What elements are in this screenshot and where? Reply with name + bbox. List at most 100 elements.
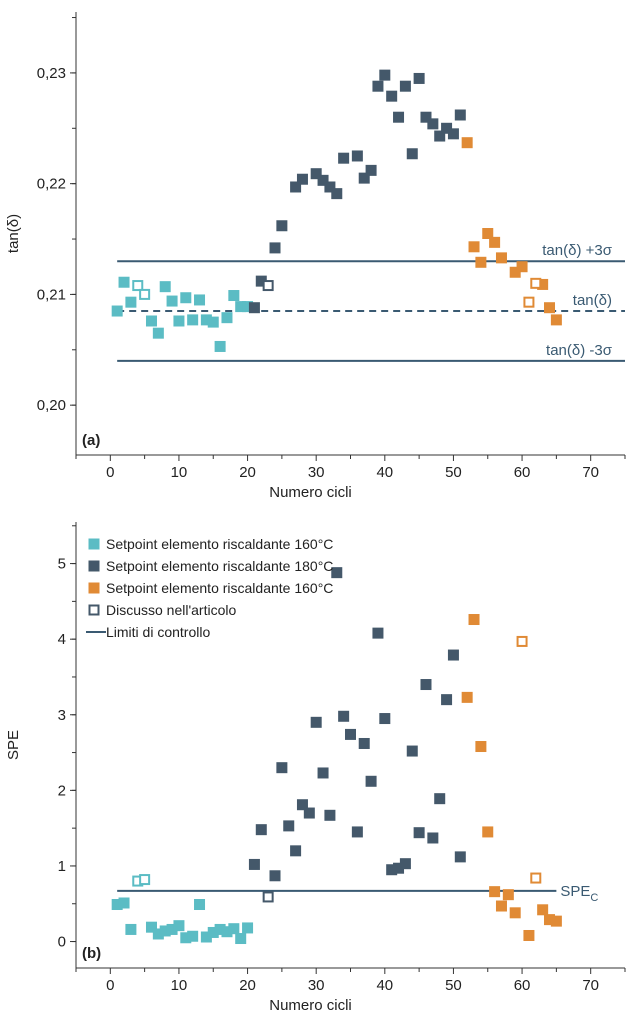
data-point (331, 188, 343, 200)
x-tick-label: 70 (582, 977, 599, 994)
data-point-open (530, 277, 542, 289)
chart-panel-b: 0 10 20 30 40 50 60 70 0 1 2 3 4 5 Numero cicli SPE (b) S… (5, 522, 626, 1014)
data-point (393, 111, 405, 123)
data-point (111, 305, 123, 317)
data-point (118, 276, 130, 288)
data-point (303, 807, 315, 819)
data-point (495, 252, 507, 264)
x-tick-label: 30 (308, 977, 325, 994)
data-point (544, 302, 556, 314)
data-point (207, 926, 219, 938)
data-point (255, 824, 267, 836)
data-point (447, 128, 459, 140)
control-limit-label: SPEC (560, 883, 598, 904)
data-point (461, 137, 473, 149)
control-limit-label-sub: C (590, 892, 598, 904)
data-point-open (139, 874, 151, 886)
data-point (200, 931, 212, 943)
x-tick-label: 10 (171, 977, 188, 994)
chart-panel-a: 0 10 20 30 40 50 60 70 0,20 0,21 0,22 0,23 Numero ci… (5, 12, 626, 501)
data-point (434, 793, 446, 805)
y-axis-label: tan(δ) (5, 214, 22, 253)
data-point (221, 312, 233, 324)
control-limit-label: tan(δ) (573, 292, 612, 309)
data-point (351, 826, 363, 838)
data-point (358, 737, 370, 749)
x-tick-label: 50 (445, 464, 462, 481)
legend-swatch (88, 582, 100, 594)
legend-label: Setpoint elemento riscaldante 180°C (106, 558, 333, 574)
data-point (468, 614, 480, 626)
x-axis-label: Numero cicli (269, 484, 352, 501)
data-point-open (262, 891, 274, 903)
data-point (296, 173, 308, 185)
data-point (345, 728, 356, 740)
data-point (276, 762, 288, 774)
data-point (310, 716, 322, 728)
data-point (255, 275, 267, 287)
control-limit-label-main: SPE (560, 883, 590, 900)
data-point (214, 923, 226, 935)
x-tick-label: 50 (445, 977, 462, 994)
x-tick-label: 60 (514, 464, 531, 481)
data-point (427, 118, 439, 130)
data-point (550, 314, 562, 326)
y-tick-label: 1 (58, 858, 66, 875)
data-point (228, 290, 240, 302)
x-tick-label: 40 (376, 464, 393, 481)
x-tick-label: 60 (514, 977, 531, 994)
data-point (269, 242, 281, 254)
data-point (221, 926, 233, 938)
data-point (434, 130, 446, 142)
y-tick-label: 0,22 (37, 176, 66, 193)
y-tick-label: 0 (58, 934, 66, 951)
data-point (269, 870, 281, 882)
data-point (296, 799, 308, 811)
x-tick-label: 40 (376, 977, 393, 994)
data-point (290, 181, 302, 193)
y-tick-label: 5 (58, 556, 66, 573)
x-tick-label: 10 (171, 464, 188, 481)
data-point (379, 69, 391, 81)
data-point (413, 827, 425, 839)
legend-label: Discusso nell'articolo (106, 602, 236, 618)
data-point (310, 168, 322, 180)
panel-label: (b) (82, 945, 101, 962)
data-point (290, 845, 302, 857)
data-point-open (523, 296, 535, 308)
data-point (509, 907, 521, 919)
legend-label: Setpoint elemento riscaldante 160°C (106, 580, 333, 596)
data-point (180, 292, 192, 304)
x-tick-label: 0 (106, 464, 114, 481)
data-point (454, 851, 466, 863)
data-point (118, 897, 130, 909)
data-point (180, 932, 192, 944)
data-point (324, 809, 336, 821)
data-point (509, 266, 521, 278)
data-point (194, 899, 206, 911)
data-point-open (530, 872, 542, 884)
data-point (358, 172, 370, 184)
data-point-open (516, 635, 528, 647)
data-point (317, 174, 329, 186)
y-axis-label: SPE (5, 730, 22, 760)
x-tick-label: 70 (582, 464, 599, 481)
data-point (413, 72, 425, 84)
data-point (283, 820, 295, 832)
data-point (166, 295, 178, 307)
data-point (537, 278, 549, 290)
data-point (235, 933, 247, 945)
y-tick-label: 0,21 (37, 286, 66, 303)
data-point (372, 627, 384, 639)
x-tick-label: 20 (239, 977, 256, 994)
data-point (351, 150, 363, 162)
y-tick-label: 3 (58, 707, 66, 724)
data-point (248, 302, 260, 314)
data-point (399, 858, 411, 870)
data-point (461, 691, 473, 703)
data-point-open (132, 280, 144, 292)
data-point (406, 148, 418, 160)
data-point (125, 923, 137, 935)
data-point (159, 925, 171, 937)
